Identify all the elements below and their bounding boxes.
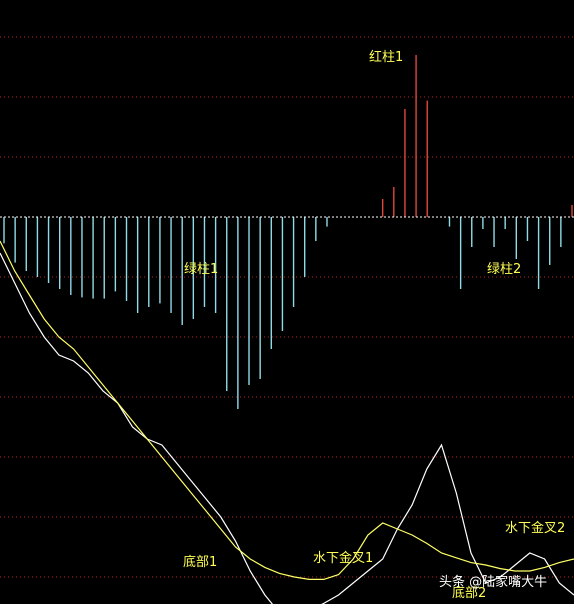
dea-line [0,240,574,581]
annotation-bottom-2: 底部2 [452,585,486,601]
annotation-green-bar-1: 绿柱1 [184,262,218,277]
histogram-bars [3,55,573,409]
annotation-golden-cross-2: 水下金叉2 [505,520,565,536]
watermark: 头条 @陆家嘴大牛 [439,574,547,590]
annotation-bottom-1: 底部1 [183,554,217,570]
annotation-red-bar-1: 红柱1 [369,49,403,65]
annotation-green-bar-2: 绿柱2 [487,262,521,277]
dif-line [0,252,574,604]
annotation-golden-cross-1: 水下金叉1 [313,550,373,566]
